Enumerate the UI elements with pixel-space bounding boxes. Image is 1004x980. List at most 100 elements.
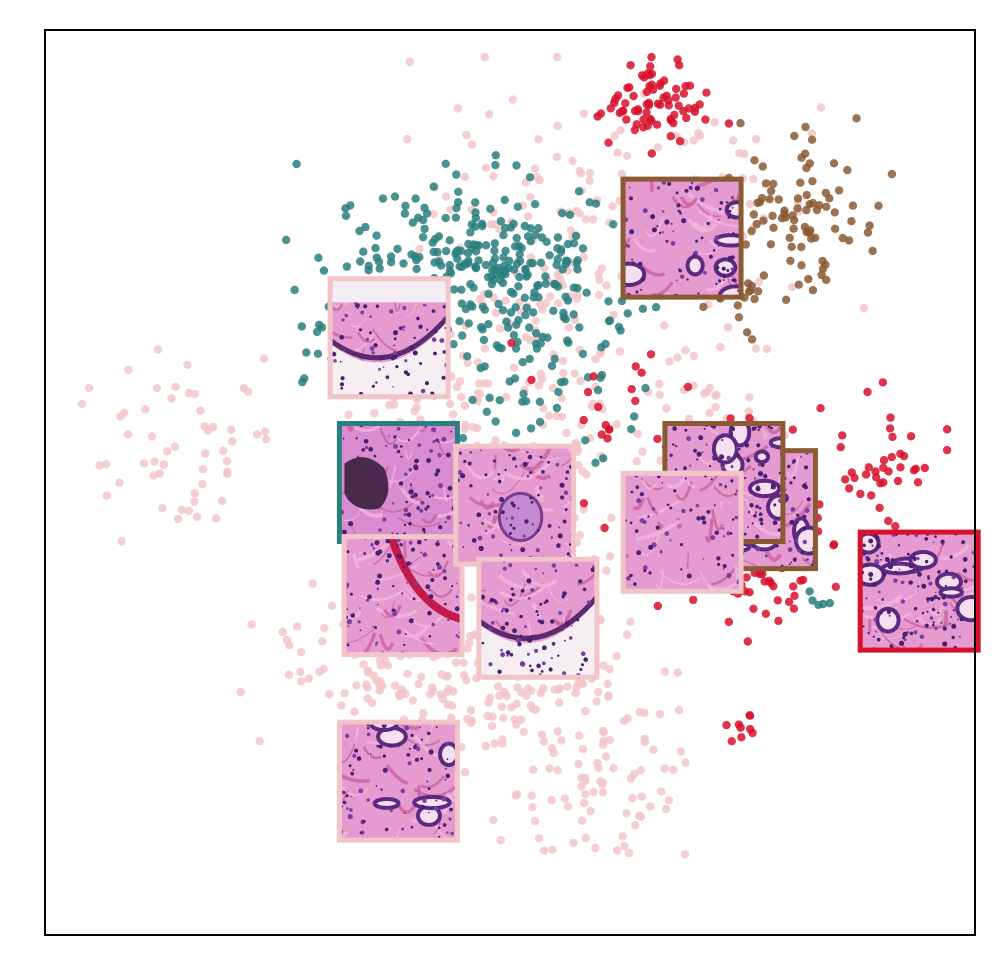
point <box>449 285 459 294</box>
point <box>552 52 562 62</box>
point <box>433 247 442 257</box>
point <box>496 836 505 845</box>
point <box>598 778 607 788</box>
point <box>621 99 630 108</box>
point <box>190 489 199 498</box>
point <box>830 208 839 217</box>
point <box>527 791 536 800</box>
point <box>521 311 530 320</box>
point <box>758 162 767 171</box>
point <box>378 194 388 203</box>
point <box>647 149 656 158</box>
point <box>728 136 738 145</box>
point <box>847 217 856 226</box>
point <box>830 224 840 233</box>
point <box>637 368 646 377</box>
point <box>498 278 508 288</box>
point <box>539 684 548 693</box>
point <box>531 316 541 325</box>
point <box>453 198 463 207</box>
point <box>386 252 396 261</box>
point <box>355 226 364 236</box>
point <box>574 187 584 196</box>
point <box>672 84 681 94</box>
point <box>488 712 497 721</box>
point <box>198 465 208 474</box>
point <box>734 313 744 322</box>
point <box>597 264 607 273</box>
point <box>376 661 385 670</box>
point <box>538 305 547 314</box>
point <box>805 587 814 596</box>
point <box>468 422 477 432</box>
point <box>552 403 562 413</box>
point <box>808 177 817 186</box>
point <box>196 406 205 415</box>
point <box>867 491 876 500</box>
point <box>415 244 424 254</box>
point <box>498 735 507 744</box>
point <box>371 243 380 253</box>
point <box>302 348 311 357</box>
point <box>457 285 466 294</box>
point <box>629 412 639 421</box>
point <box>537 233 547 242</box>
point <box>546 292 555 301</box>
point <box>481 741 490 751</box>
point <box>582 288 591 297</box>
tissue-thumbnail <box>327 276 451 400</box>
point <box>581 707 590 716</box>
point <box>445 260 454 270</box>
point <box>463 644 472 653</box>
point <box>605 735 614 745</box>
point <box>405 57 414 67</box>
point <box>308 579 317 588</box>
point <box>514 282 523 291</box>
point <box>747 335 757 344</box>
point <box>115 478 124 487</box>
tissue-image <box>339 423 458 542</box>
point <box>631 396 640 406</box>
point <box>526 237 535 246</box>
point <box>467 140 477 149</box>
point <box>528 803 537 812</box>
point <box>455 262 464 271</box>
point <box>681 758 690 767</box>
point <box>534 834 544 843</box>
point <box>515 272 524 282</box>
point <box>429 182 438 191</box>
point <box>571 231 581 240</box>
point <box>441 192 451 201</box>
point <box>297 322 306 331</box>
point <box>463 358 472 368</box>
point <box>821 188 830 198</box>
point <box>535 397 545 406</box>
point <box>359 247 368 256</box>
point <box>243 387 253 396</box>
point <box>737 733 746 742</box>
point <box>577 816 587 825</box>
point <box>626 60 635 70</box>
point <box>541 279 550 288</box>
point <box>139 459 149 468</box>
point <box>789 604 799 613</box>
point <box>522 272 531 281</box>
point <box>769 223 778 232</box>
point <box>524 212 533 221</box>
point <box>631 362 640 371</box>
point <box>864 463 873 472</box>
point <box>836 443 845 452</box>
point <box>920 463 929 473</box>
point <box>434 257 444 266</box>
point <box>660 764 669 773</box>
point <box>318 637 327 646</box>
point <box>603 679 612 689</box>
point <box>665 357 674 366</box>
point <box>773 596 782 605</box>
point <box>768 211 777 221</box>
point <box>637 792 646 801</box>
tissue-thumbnail <box>341 534 465 658</box>
point <box>547 796 556 805</box>
point <box>885 424 895 433</box>
point <box>495 324 505 333</box>
